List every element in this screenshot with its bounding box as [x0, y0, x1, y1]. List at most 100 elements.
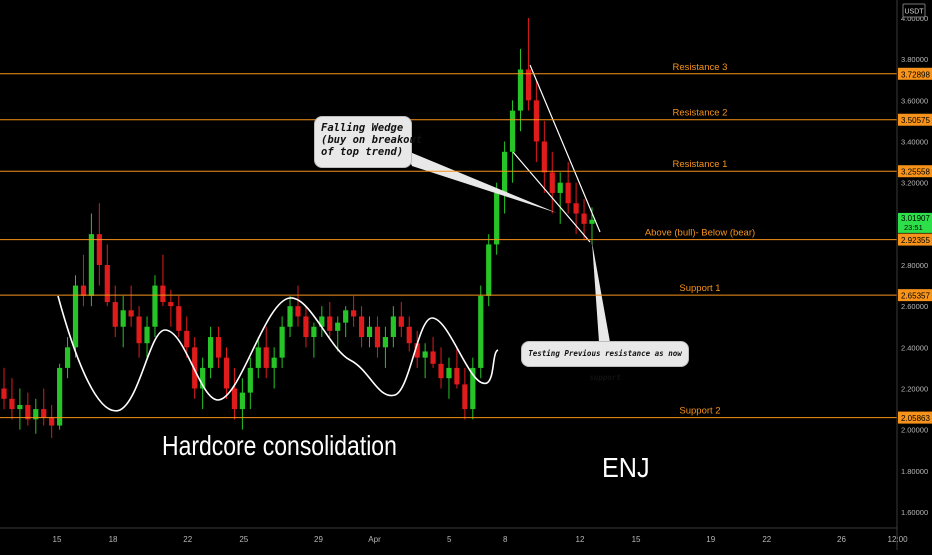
level-price-tag [898, 113, 932, 126]
candle-body [358, 316, 365, 338]
candle-body [430, 351, 436, 364]
level-price-tag [898, 233, 932, 246]
level-price-tag [898, 165, 932, 178]
level-price-value: 2.92355 [901, 236, 930, 245]
candle-body [406, 326, 412, 344]
candle-body [462, 384, 468, 410]
candle-body [128, 310, 134, 317]
candle-body [96, 234, 102, 265]
price-tick-label: 1.80000 [901, 467, 928, 476]
price-tick-label: 4.00000 [901, 14, 928, 23]
candle-body [398, 316, 404, 327]
candle-body [279, 326, 285, 358]
candle-body [438, 363, 444, 379]
candle-body [223, 357, 230, 389]
level-label: Resistance 1 [673, 159, 728, 170]
candle-body [263, 347, 269, 368]
candle-body [589, 219, 595, 224]
candle-body [319, 316, 325, 327]
time-tick-label: Apr [368, 535, 381, 544]
level-price-value: 2.65357 [901, 292, 930, 301]
candle-body [446, 367, 452, 379]
candle-body [255, 347, 261, 368]
levels-layer: Resistance 3 3.72898 Resistance 2 3.50575 Re… [0, 62, 932, 424]
candle-body [41, 409, 47, 418]
candle-body [343, 310, 349, 323]
time-tick-label: 5 [447, 535, 452, 544]
candle-body [573, 203, 579, 214]
level-price-value: 3.50575 [901, 116, 930, 125]
candle-body [88, 234, 95, 296]
candle-body [374, 326, 381, 348]
candle-body [517, 69, 524, 111]
candle-body [168, 302, 174, 307]
candle-body [271, 357, 277, 368]
currency-box [902, 3, 926, 18]
level-price-tag [898, 67, 932, 80]
candle-body [25, 404, 31, 420]
candle-body [49, 417, 55, 426]
price-tick-label: 1.60000 [901, 508, 928, 517]
candle-body [64, 347, 71, 368]
time-tick-label: 18 [109, 535, 118, 544]
candle-body [478, 295, 484, 368]
wedge-upper-trendline [529, 64, 601, 233]
candle-body [192, 347, 198, 389]
testing-support-note: Testing Previous resistance as now suppo… [521, 341, 689, 382]
candle-body [327, 316, 333, 331]
level-price-value: 2.05863 [901, 414, 930, 423]
candle-body [239, 392, 245, 410]
price-tick-label: 2.20000 [901, 385, 928, 394]
level-label: Support 1 [679, 283, 720, 294]
candle-body [501, 151, 508, 193]
level-price-value: 3.25558 [901, 168, 930, 177]
candle-body [144, 326, 150, 344]
price-tick-label: 3.40000 [901, 138, 928, 147]
candle-body [9, 398, 15, 410]
level-price-value: 3.72898 [901, 70, 930, 79]
time-tick-label: 12 [576, 535, 585, 544]
candle-body [303, 316, 309, 338]
candle-body [215, 337, 222, 358]
candle-body [509, 110, 516, 152]
falling-wedge-note: Falling Wedge (buy on breakout of top tr… [314, 116, 422, 168]
candle-body [104, 265, 110, 303]
candle-body [549, 172, 555, 193]
level-price-tag [898, 289, 932, 302]
candle-body [160, 285, 166, 303]
candle-body [57, 367, 63, 426]
candle-body [120, 310, 126, 327]
consolidation-wave [57, 295, 499, 412]
candle-body [414, 343, 420, 358]
candle-body [184, 330, 190, 348]
candle-body [1, 388, 7, 399]
candle-body [295, 306, 301, 317]
candle-body [176, 306, 182, 331]
candle-body [557, 182, 563, 193]
candle-body [136, 316, 142, 344]
test-note-pointer [592, 242, 610, 342]
candle-body [422, 351, 428, 358]
overlays-layer [57, 64, 610, 412]
last-price-value: 3.01907 [901, 214, 930, 223]
candle-body [486, 244, 492, 296]
time-tick-label: 19 [706, 535, 715, 544]
candle-body [112, 302, 118, 327]
candle-body [72, 285, 79, 348]
candle-body [231, 388, 238, 410]
candle-body [207, 337, 214, 368]
time-tick-label: 8 [503, 535, 508, 544]
candle-body [366, 326, 373, 338]
candles-layer [1, 18, 595, 438]
last-price-tag [898, 212, 932, 233]
price-tick-label: 2.80000 [901, 261, 928, 270]
candle-body [17, 404, 23, 410]
time-tick-label: 25 [239, 535, 248, 544]
level-label: Above (bull)- Below (bear) [645, 228, 755, 239]
candle-body [247, 367, 253, 393]
candle-body [335, 322, 341, 331]
candle-body [382, 337, 389, 348]
candle-body [311, 326, 317, 338]
candle-body [565, 182, 571, 204]
